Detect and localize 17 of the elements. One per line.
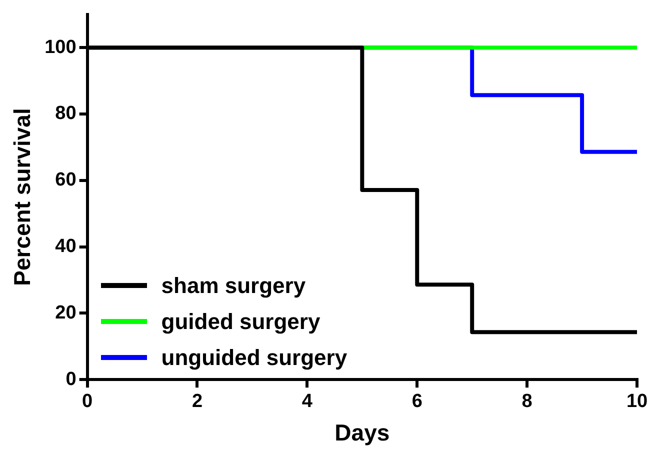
y-axis-title: Percent survival: [9, 108, 36, 286]
x-tick-label: 4: [302, 391, 313, 412]
y-tick-label: 0: [66, 368, 76, 390]
x-tick-label: 10: [626, 391, 648, 412]
y-tick-label: 40: [55, 236, 76, 258]
legend-label: unguided surgery: [161, 344, 348, 371]
y-tick-label: 60: [55, 170, 76, 191]
x-tick-label: 8: [522, 391, 532, 412]
x-axis-title: Days: [334, 420, 390, 446]
y-tick-label: 20: [55, 302, 76, 324]
legend-label: sham surgery: [161, 272, 306, 299]
x-tick-label: 0: [82, 391, 93, 412]
y-tick-label: 80: [55, 103, 76, 124]
x-tick-label: 6: [412, 391, 422, 412]
x-tick-label: 2: [192, 391, 203, 412]
y-tick-label: 100: [44, 36, 76, 58]
legend-label: guided surgery: [161, 308, 320, 335]
